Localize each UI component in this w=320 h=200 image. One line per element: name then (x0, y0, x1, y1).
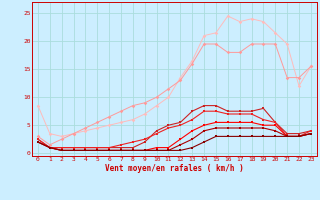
X-axis label: Vent moyen/en rafales ( km/h ): Vent moyen/en rafales ( km/h ) (105, 164, 244, 173)
